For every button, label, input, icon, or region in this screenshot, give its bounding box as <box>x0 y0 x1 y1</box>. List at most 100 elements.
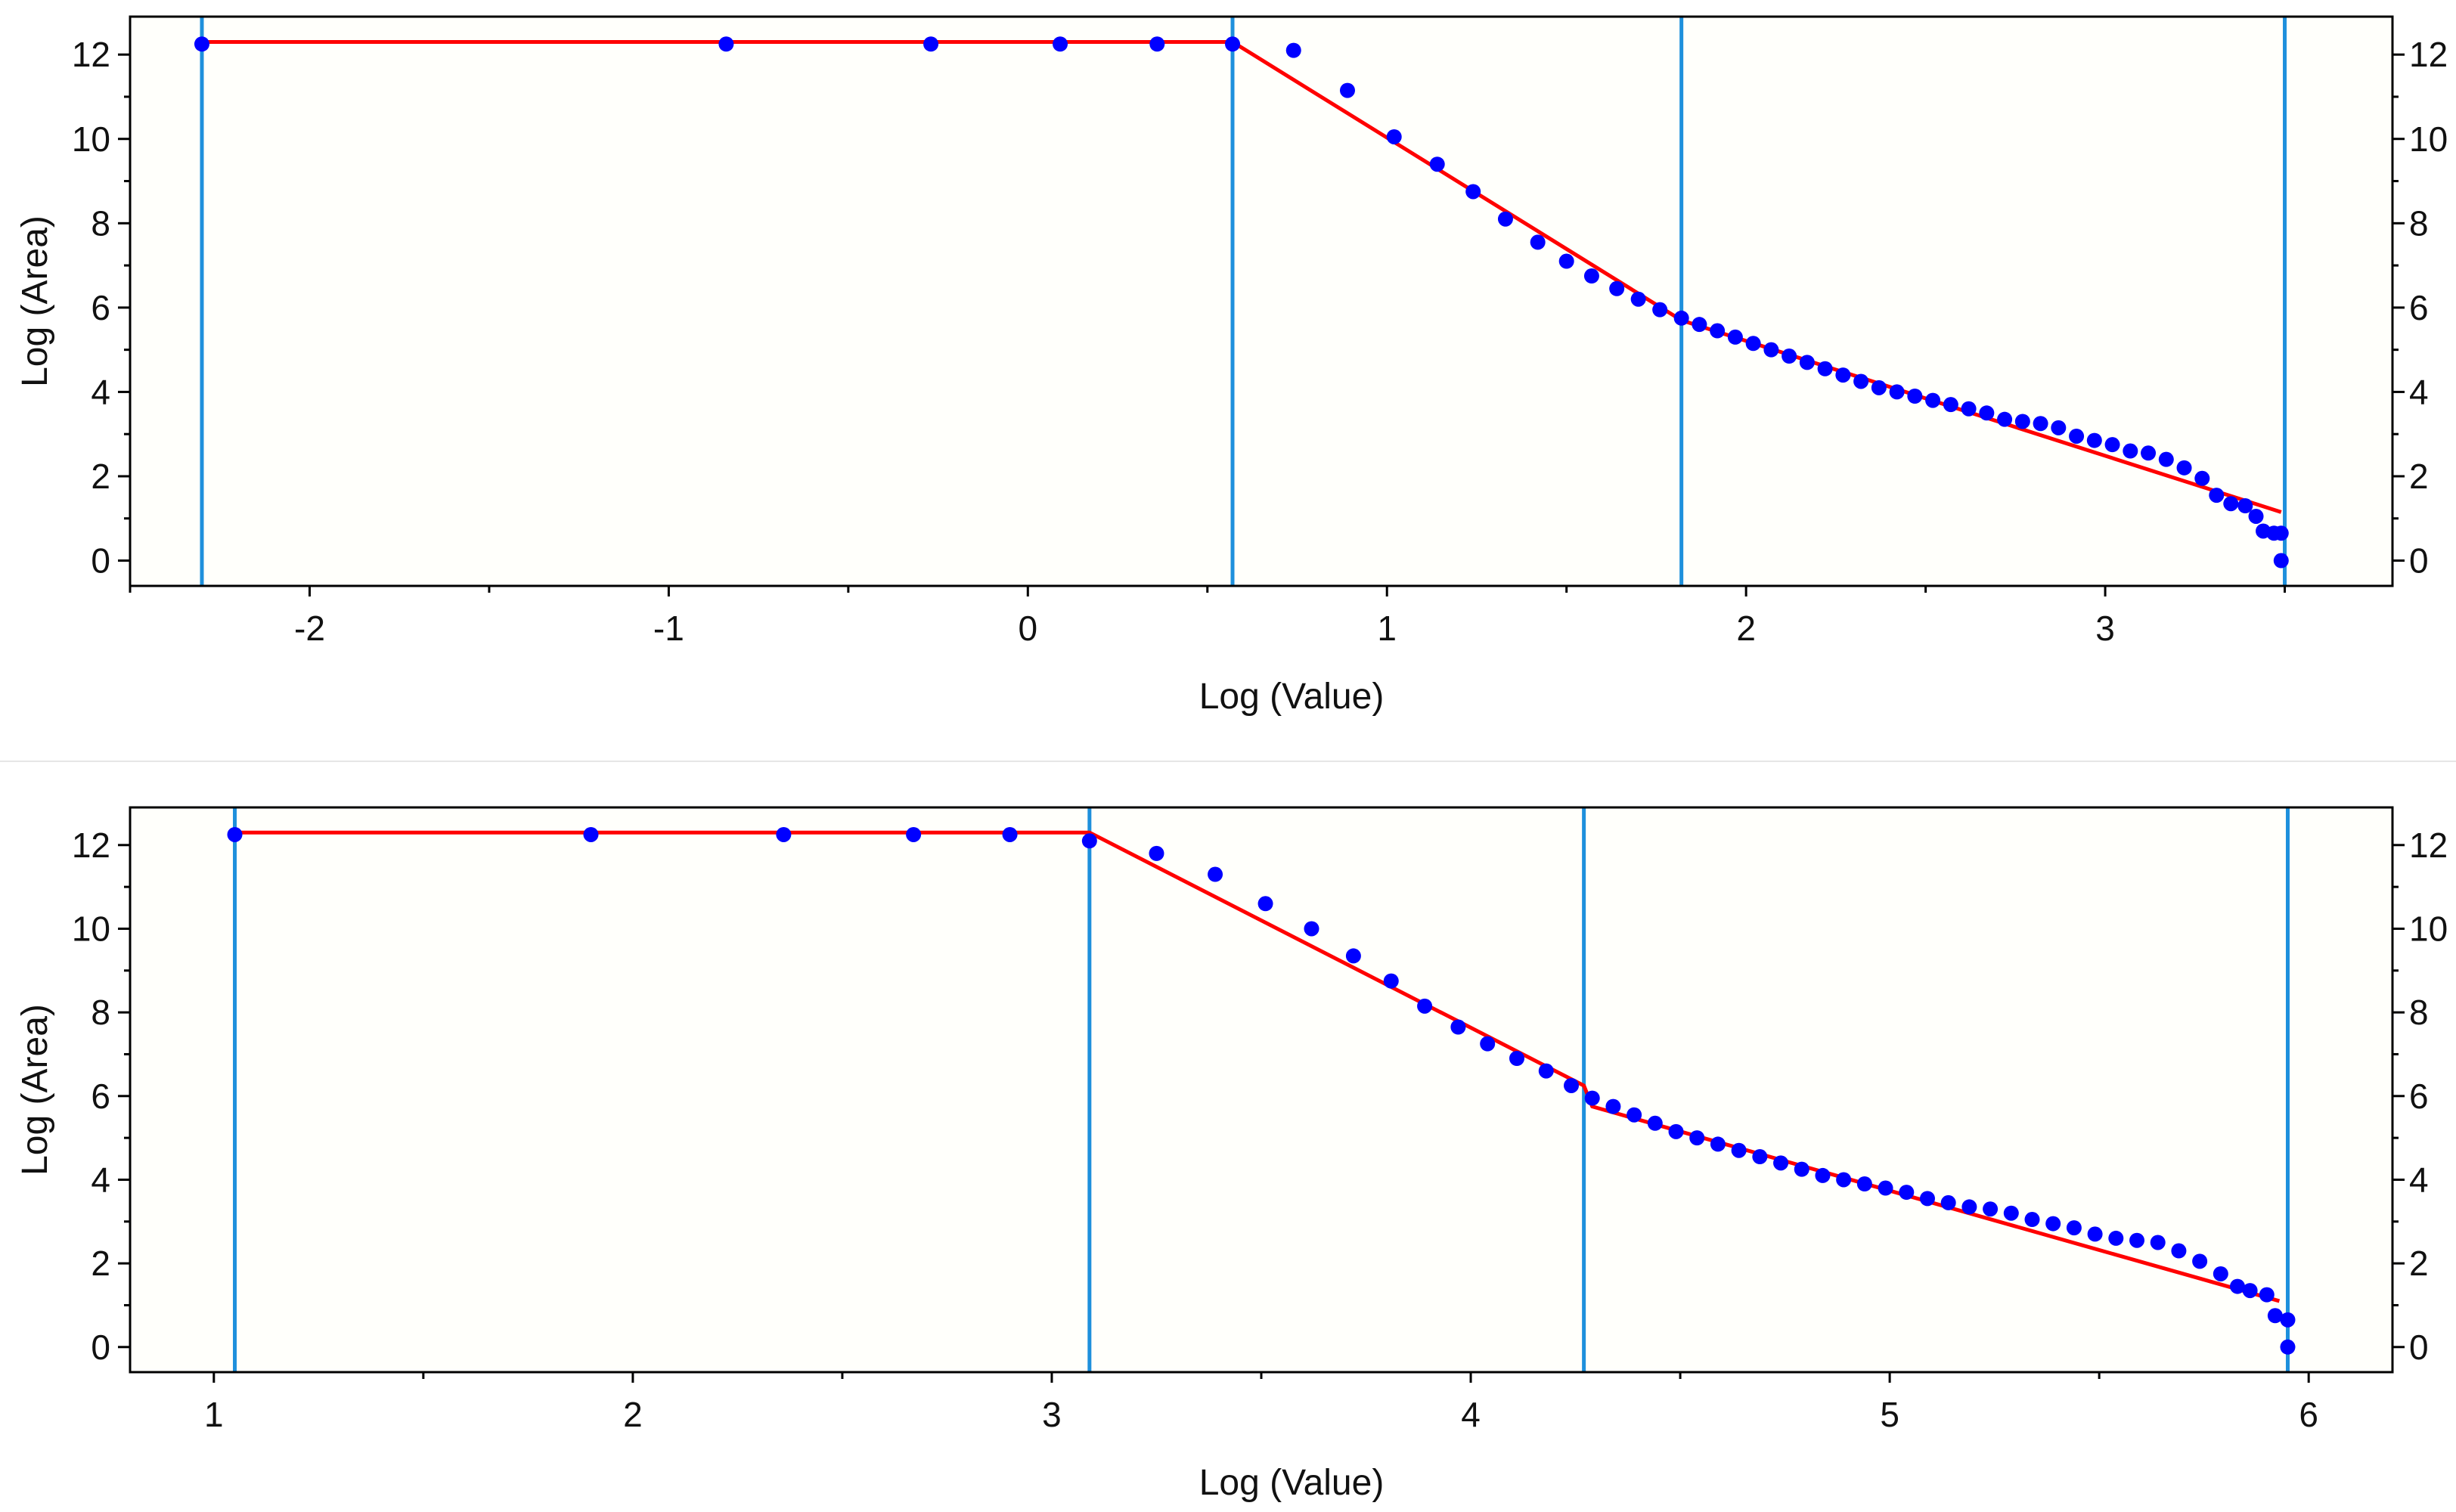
data-point <box>2087 1226 2103 1242</box>
data-point <box>1997 411 2013 427</box>
data-point <box>2150 1235 2166 1250</box>
data-point <box>2192 1253 2208 1269</box>
data-point <box>1339 82 1355 98</box>
x-tick-label: 2 <box>1736 609 1756 648</box>
y-tick-label-right: 10 <box>2409 119 2448 159</box>
data-point <box>1149 36 1165 52</box>
data-point <box>2086 432 2102 448</box>
data-point <box>1609 280 1625 296</box>
x-tick-label: 1 <box>204 1395 224 1434</box>
y-tick-label: 0 <box>91 1328 110 1367</box>
data-point <box>1961 401 1977 417</box>
data-point <box>2024 1212 2040 1228</box>
data-point <box>1899 1185 1915 1201</box>
data-point <box>1149 845 1164 861</box>
data-point <box>1856 1176 1872 1191</box>
x-tick-label: -2 <box>294 609 325 648</box>
y-tick-label-right: 2 <box>2409 457 2429 496</box>
x-tick-label: 6 <box>2299 1395 2318 1434</box>
y-tick-label-right: 6 <box>2409 288 2429 327</box>
x-tick-label: 5 <box>1880 1395 1899 1434</box>
data-point <box>1225 36 1241 52</box>
data-point <box>1731 1142 1747 1158</box>
x-tick-label: 3 <box>2095 609 2115 648</box>
y-tick-label: 6 <box>91 1077 110 1116</box>
data-point <box>1979 405 1995 421</box>
data-point <box>583 826 599 842</box>
data-point <box>194 36 209 52</box>
y-tick-label: 6 <box>91 288 110 327</box>
data-point <box>2280 1339 2296 1355</box>
data-point <box>1835 367 1851 383</box>
y-tick-label: 4 <box>91 372 110 411</box>
data-point <box>2229 1278 2245 1294</box>
y-tick-label-right: 10 <box>2409 909 2448 948</box>
x-tick-label: 1 <box>1377 609 1397 648</box>
data-point <box>906 826 922 842</box>
data-point <box>2248 508 2264 524</box>
data-point <box>2213 1266 2228 1281</box>
data-point <box>1692 317 1707 333</box>
data-point <box>1943 397 1958 413</box>
data-point <box>1605 1098 1621 1114</box>
data-point <box>1558 253 1574 269</box>
data-point <box>2280 1312 2296 1328</box>
data-point <box>1538 1063 1554 1079</box>
data-point <box>1208 866 1223 882</box>
data-point <box>1782 349 1797 364</box>
y-tick-label-right: 0 <box>2409 541 2429 581</box>
data-point <box>1304 921 1319 937</box>
plot-frame <box>129 15 2394 587</box>
y-tick-label-right: 12 <box>2409 826 2448 865</box>
data-point <box>1530 234 1546 250</box>
data-point <box>1652 302 1668 318</box>
data-point <box>1853 373 1869 389</box>
data-point <box>2267 1308 2283 1324</box>
data-point <box>2141 445 2157 461</box>
x-tick-label: -1 <box>653 609 684 648</box>
y-tick-label-right: 8 <box>2409 203 2429 243</box>
data-point <box>2273 525 2289 541</box>
y-tick-label: 4 <box>91 1160 110 1199</box>
data-point <box>1745 336 1761 352</box>
data-point <box>1773 1155 1789 1171</box>
data-point <box>1940 1194 1956 1210</box>
data-point <box>1907 389 1923 404</box>
data-point <box>1673 310 1689 326</box>
data-point <box>1053 36 1068 52</box>
data-point <box>2259 1287 2275 1303</box>
y-tick-label-right: 8 <box>2409 993 2429 1032</box>
data-point <box>2051 420 2067 435</box>
data-point <box>1871 380 1887 395</box>
data-point <box>2066 1220 2082 1236</box>
data-point <box>1509 1051 1524 1066</box>
data-point <box>1889 384 1905 400</box>
data-point <box>1630 291 1646 307</box>
data-point <box>1583 268 1599 284</box>
y-tick-label-right: 0 <box>2409 1328 2429 1367</box>
data-point <box>1919 1191 1935 1207</box>
data-point <box>2069 428 2085 444</box>
y-tick-label-right: 4 <box>2409 372 2429 411</box>
y-tick-label: 12 <box>72 35 110 74</box>
x-tick-label: 2 <box>623 1395 643 1434</box>
data-point <box>2033 416 2048 432</box>
data-point <box>2273 553 2289 569</box>
plot-area <box>130 807 2392 1372</box>
y-tick-label: 8 <box>91 993 110 1032</box>
y-tick-label: 10 <box>72 909 110 948</box>
y-tick-label: 10 <box>72 119 110 159</box>
data-point <box>1710 1136 1726 1152</box>
data-point <box>1752 1149 1768 1165</box>
data-point <box>2209 488 2225 503</box>
data-point <box>2104 437 2120 453</box>
data-point <box>1878 1180 1893 1196</box>
data-point <box>1450 1019 1466 1035</box>
y-tick-label: 8 <box>91 203 110 243</box>
data-point <box>2014 414 2030 429</box>
data-point <box>1727 329 1743 345</box>
data-point <box>776 826 792 842</box>
